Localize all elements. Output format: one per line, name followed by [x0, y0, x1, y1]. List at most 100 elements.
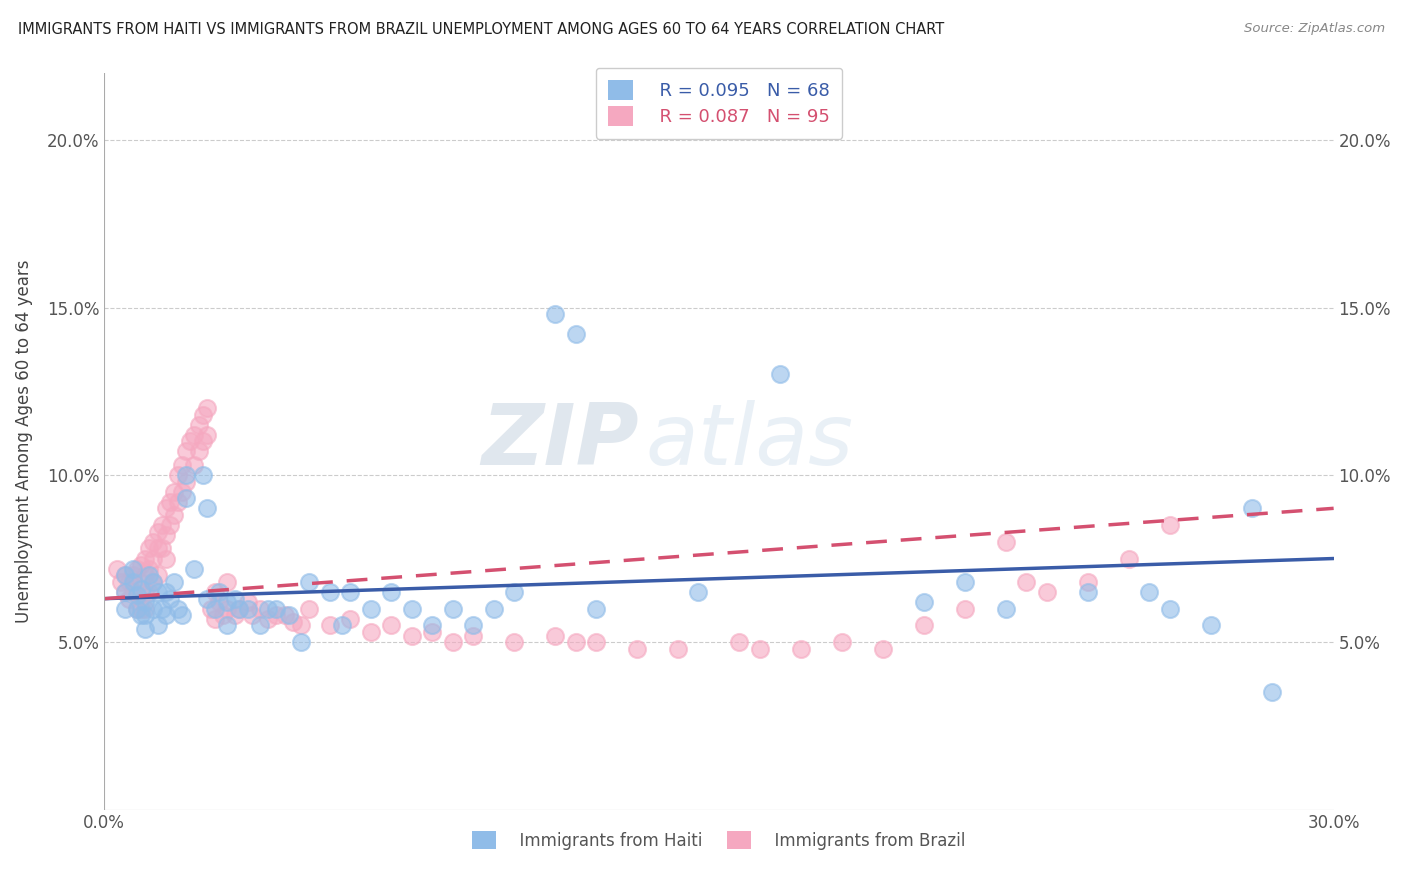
Point	[114, 568, 136, 582]
Point	[129, 608, 152, 623]
Point	[266, 608, 288, 623]
Point	[187, 444, 209, 458]
Point	[953, 574, 976, 589]
Point	[461, 628, 484, 642]
Text: Source: ZipAtlas.com: Source: ZipAtlas.com	[1244, 22, 1385, 36]
Point	[174, 475, 197, 489]
Point	[1118, 551, 1140, 566]
Point	[503, 635, 526, 649]
Legend:   R = 0.095   N = 68,   R = 0.087   N = 95: R = 0.095 N = 68, R = 0.087 N = 95	[596, 68, 842, 139]
Point	[204, 601, 226, 615]
Point	[1077, 574, 1099, 589]
Point	[1261, 685, 1284, 699]
Point	[183, 427, 205, 442]
Point	[249, 618, 271, 632]
Point	[122, 585, 145, 599]
Point	[318, 585, 340, 599]
Point	[748, 641, 770, 656]
Point	[200, 601, 222, 615]
Point	[146, 524, 169, 539]
Point	[155, 551, 177, 566]
Point	[183, 561, 205, 575]
Point	[134, 595, 156, 609]
Point	[769, 368, 792, 382]
Text: atlas: atlas	[645, 400, 853, 483]
Point	[339, 585, 361, 599]
Point	[688, 585, 710, 599]
Point	[224, 608, 246, 623]
Point	[142, 574, 165, 589]
Point	[155, 608, 177, 623]
Point	[360, 601, 382, 615]
Point	[204, 612, 226, 626]
Point	[1159, 518, 1181, 533]
Point	[544, 307, 567, 321]
Point	[125, 601, 148, 615]
Point	[142, 534, 165, 549]
Point	[105, 561, 128, 575]
Point	[138, 541, 160, 556]
Point	[441, 635, 464, 649]
Point	[179, 434, 201, 449]
Point	[134, 551, 156, 566]
Point	[994, 601, 1017, 615]
Point	[912, 595, 935, 609]
Point	[150, 541, 173, 556]
Point	[167, 494, 190, 508]
Point	[195, 401, 218, 415]
Text: IMMIGRANTS FROM HAITI VS IMMIGRANTS FROM BRAZIL UNEMPLOYMENT AMONG AGES 60 TO 64: IMMIGRANTS FROM HAITI VS IMMIGRANTS FROM…	[18, 22, 945, 37]
Y-axis label: Unemployment Among Ages 60 to 64 years: Unemployment Among Ages 60 to 64 years	[15, 260, 32, 624]
Point	[163, 574, 186, 589]
Point	[240, 608, 263, 623]
Point	[277, 608, 299, 623]
Point	[257, 601, 280, 615]
Point	[114, 585, 136, 599]
Point	[330, 618, 353, 632]
Point	[167, 601, 190, 615]
Point	[150, 601, 173, 615]
Point	[167, 467, 190, 482]
Point	[163, 484, 186, 499]
Point	[204, 585, 226, 599]
Point	[564, 327, 586, 342]
Point	[174, 444, 197, 458]
Point	[125, 561, 148, 575]
Point	[129, 558, 152, 573]
Point	[146, 568, 169, 582]
Point	[585, 601, 607, 615]
Point	[208, 595, 231, 609]
Point	[159, 494, 181, 508]
Point	[142, 574, 165, 589]
Point	[420, 625, 443, 640]
Point	[1159, 601, 1181, 615]
Point	[174, 467, 197, 482]
Point	[290, 618, 312, 632]
Point	[401, 601, 423, 615]
Point	[228, 601, 250, 615]
Point	[142, 551, 165, 566]
Point	[298, 601, 321, 615]
Point	[134, 585, 156, 599]
Point	[138, 568, 160, 582]
Point	[360, 625, 382, 640]
Point	[482, 601, 505, 615]
Point	[150, 518, 173, 533]
Point	[187, 417, 209, 432]
Point	[172, 458, 194, 472]
Point	[728, 635, 751, 649]
Point	[146, 541, 169, 556]
Point	[114, 568, 136, 582]
Point	[380, 618, 402, 632]
Point	[585, 635, 607, 649]
Point	[172, 608, 194, 623]
Point	[790, 641, 813, 656]
Point	[129, 601, 152, 615]
Point	[155, 585, 177, 599]
Point	[1077, 585, 1099, 599]
Point	[290, 635, 312, 649]
Point	[155, 501, 177, 516]
Point	[831, 635, 853, 649]
Point	[191, 434, 214, 449]
Point	[191, 408, 214, 422]
Point	[195, 427, 218, 442]
